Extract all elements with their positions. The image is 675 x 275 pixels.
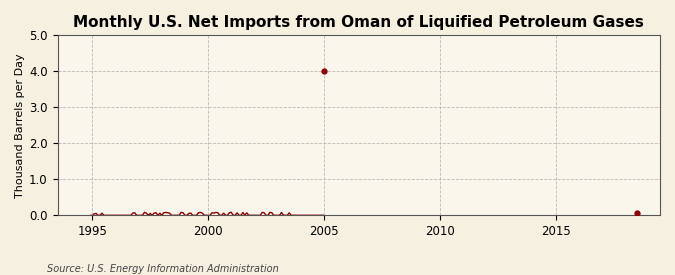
Text: Source: U.S. Energy Information Administration: Source: U.S. Energy Information Administ… (47, 264, 279, 274)
Y-axis label: Thousand Barrels per Day: Thousand Barrels per Day (15, 53, 25, 198)
Title: Monthly U.S. Net Imports from Oman of Liquified Petroleum Gases: Monthly U.S. Net Imports from Oman of Li… (74, 15, 644, 30)
